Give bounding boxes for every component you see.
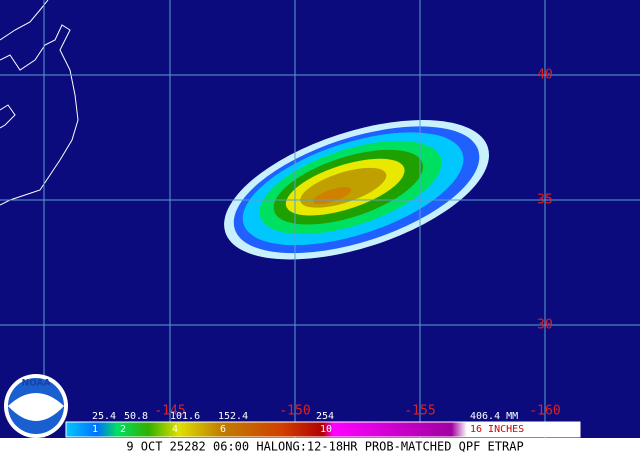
logo-text: NOAA	[22, 379, 51, 389]
mm-label: 25.4	[92, 411, 116, 422]
graticule	[0, 0, 640, 438]
longitude-label: -160	[529, 404, 560, 419]
longitude-label: -150	[279, 404, 310, 419]
inch-label: 4	[172, 424, 178, 435]
longitude-label: -145	[154, 404, 185, 419]
inch-label: 1	[92, 424, 98, 435]
mm-label: 50.8	[124, 411, 148, 422]
caption: 9 OCT 25282 06:00 HALONG:12-18HR PROB-MA…	[126, 440, 523, 454]
inch-label: 2	[120, 424, 126, 435]
latitude-label: 35	[537, 193, 553, 208]
coastline	[0, 0, 79, 206]
mm-label: 152.4	[218, 411, 248, 422]
inch-label: 10	[320, 424, 332, 435]
latitude-label: 30	[537, 318, 553, 333]
color-bar	[65, 421, 581, 438]
mm-label: 254	[316, 411, 334, 422]
noaa-logo	[4, 374, 68, 438]
caption-band	[0, 438, 640, 455]
mm-label: 406.4 MM	[470, 411, 518, 422]
inch-label: 6	[220, 424, 226, 435]
mm-label: 101.6	[170, 411, 200, 422]
latitude-label: 40	[537, 68, 553, 83]
inch-label: 16 INCHES	[470, 424, 524, 435]
longitude-label: -155	[404, 404, 435, 419]
